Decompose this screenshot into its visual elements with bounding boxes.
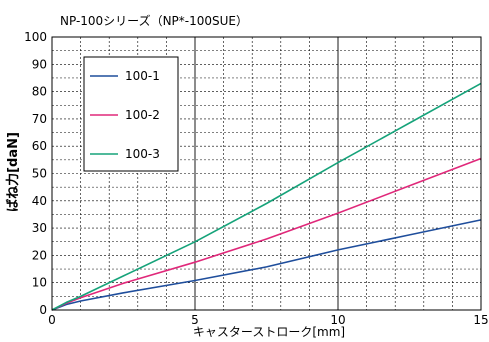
tick-labels: 0 5 10 15 0 10 20 30 40 50 60 70 80 90 100 bbox=[24, 30, 489, 327]
y-tick-label: 0 bbox=[39, 303, 47, 317]
series-line-100-3 bbox=[51, 82, 482, 311]
x-tick-label: 10 bbox=[330, 313, 345, 327]
x-tick-label: 0 bbox=[48, 313, 56, 327]
legend-label: 100-3 bbox=[125, 147, 160, 161]
x-tick-label: 15 bbox=[473, 313, 488, 327]
x-axis-label: キャスターストローク[mm] bbox=[193, 325, 345, 339]
y-tick-label: 20 bbox=[32, 248, 47, 262]
y-tick-label: 50 bbox=[32, 167, 47, 181]
legend: 100-1 100-2 100-3 bbox=[83, 56, 179, 172]
grid bbox=[52, 37, 481, 310]
y-axis-label: ばね力[daN] bbox=[5, 132, 21, 212]
series-line-100-2 bbox=[51, 157, 482, 311]
series-line-100-1 bbox=[51, 219, 482, 311]
y-tick-label: 60 bbox=[32, 139, 47, 153]
x-tick-label: 5 bbox=[191, 313, 199, 327]
y-tick-label: 90 bbox=[32, 57, 47, 71]
y-tick-label: 70 bbox=[32, 112, 47, 126]
legend-label: 100-1 bbox=[125, 69, 160, 83]
chart-title: NP-100シリーズ（NP*-100SUE） bbox=[60, 13, 248, 28]
y-tick-label: 10 bbox=[32, 276, 47, 290]
y-tick-label: 40 bbox=[32, 194, 47, 208]
y-tick-label: 80 bbox=[32, 85, 47, 99]
y-tick-label: 100 bbox=[24, 30, 47, 44]
series-lines bbox=[51, 82, 482, 311]
legend-label: 100-2 bbox=[125, 108, 160, 122]
y-tick-label: 30 bbox=[32, 221, 47, 235]
plot-frame bbox=[51, 36, 482, 311]
